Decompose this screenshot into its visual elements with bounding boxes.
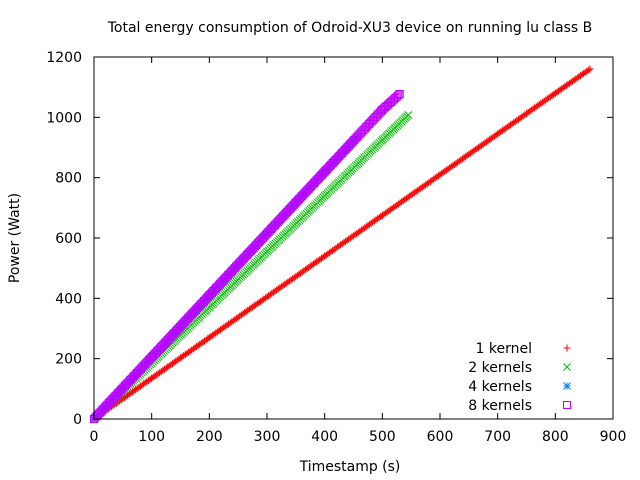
data-point	[404, 111, 413, 119]
y-axis-label: Power (Watt)	[7, 193, 23, 283]
legend-marker	[563, 363, 571, 371]
legend-marker	[563, 382, 571, 390]
legend-marker	[563, 344, 571, 352]
data-point	[263, 229, 271, 238]
data-point	[378, 105, 387, 114]
x-tick-label: 100	[138, 429, 165, 445]
data-point	[551, 89, 559, 97]
series-8-kernels	[90, 90, 404, 423]
data-point	[494, 130, 502, 138]
legend-marker	[563, 401, 571, 409]
x-tick-label: 900	[600, 429, 627, 445]
y-tick-label: 0	[73, 412, 82, 428]
axes: 0 100 200 300 400 500 600 700 800 900 0 200 400 600 80…	[46, 50, 626, 445]
data-point	[263, 229, 271, 238]
legend-label: 8 kernels	[468, 398, 532, 414]
data-point	[321, 252, 329, 260]
legend-item: 8 kernels	[468, 398, 571, 414]
x-tick-label: 300	[254, 429, 281, 445]
data-point	[90, 415, 98, 423]
legend-label: 2 kernels	[468, 360, 532, 376]
legend-item: 4 kernels	[468, 379, 571, 395]
data-point	[395, 90, 404, 99]
x-tick-label: 400	[311, 429, 338, 445]
legend-item: 2 kernels	[468, 360, 571, 376]
data-point	[378, 136, 387, 144]
x-tick-label: 700	[484, 429, 511, 445]
x-tick-label: 600	[427, 429, 454, 445]
y-tick-label: 600	[55, 231, 82, 247]
data-point	[205, 291, 214, 300]
data-point	[378, 211, 386, 219]
x-tick-label: 0	[90, 429, 99, 445]
x-tick-label: 800	[542, 429, 569, 445]
legend-label: 1 kernel	[476, 341, 532, 357]
x-tick-label: 200	[196, 429, 223, 445]
legend-label: 4 kernels	[468, 379, 532, 395]
data-point	[320, 167, 329, 176]
data-point	[147, 353, 156, 362]
data-point	[148, 374, 156, 382]
x-tick-label: 500	[369, 429, 396, 445]
data-point	[205, 334, 213, 342]
data-point	[320, 167, 329, 176]
y-tick-label: 1200	[46, 50, 82, 66]
data-point	[205, 291, 214, 300]
chart-title: Total energy consumption of Odroid-XU3 d…	[107, 20, 592, 36]
series-1-kernel	[90, 65, 594, 423]
data-point	[320, 191, 329, 200]
y-tick-label: 400	[55, 291, 82, 307]
series-trace	[90, 90, 404, 423]
data-point	[436, 171, 444, 179]
y-tick-label: 1000	[46, 110, 82, 126]
y-tick-label: 800	[55, 171, 82, 187]
data-point	[147, 353, 156, 362]
y-tick-label: 200	[55, 352, 82, 368]
legend: 1 kernel 2 kernels 4 kernels 8 kernels	[468, 341, 571, 414]
data-point	[263, 247, 271, 256]
legend-item: 1 kernel	[476, 341, 571, 357]
x-axis-label: Timestamp (s)	[299, 459, 401, 475]
data-point	[263, 293, 271, 301]
data-point	[586, 65, 594, 73]
